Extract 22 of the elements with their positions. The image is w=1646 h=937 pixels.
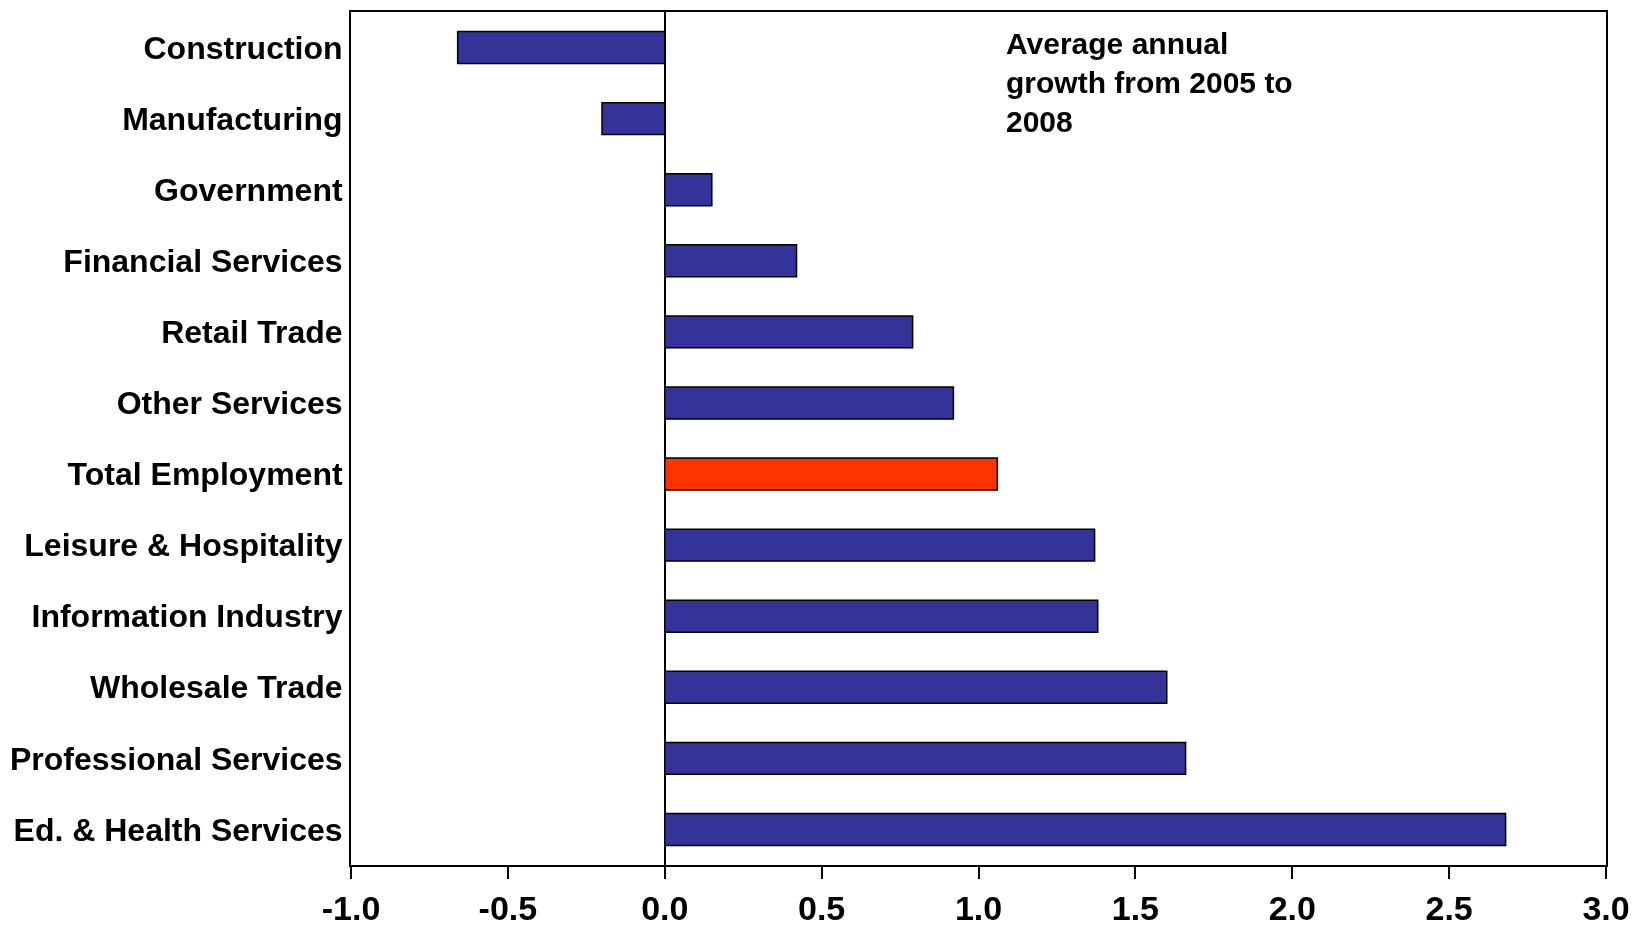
x-tick-label: 1.5 [1111,888,1160,927]
y-tick-label: Total Employment [67,456,343,493]
x-tick-label: 0.5 [798,888,846,927]
x-tick-label: 0.0 [641,888,689,927]
y-tick-label: Information Industry [31,598,343,635]
y-tick-label: Professional Services [9,740,343,777]
x-tick-label: 2.5 [1425,888,1473,927]
x-tick-label: -1.0 [321,888,381,927]
x-tick-label: 3.0 [1582,888,1630,927]
y-tick-label: Wholesale Trade [90,669,343,706]
y-tick-label: Retail Trade [161,314,343,351]
x-tick-label: 1.0 [954,888,1003,927]
y-tick-label: Financial Services [63,242,343,279]
y-tick-label: Manufacturing [122,100,343,137]
y-tick-label: Construction [143,29,343,66]
x-tick-label: -0.5 [478,888,538,927]
x-tick-label: 2.0 [1268,888,1316,927]
y-tick-label: Leisure & Hospitality [24,527,343,564]
y-tick-label: Other Services [116,385,343,422]
y-tick-label: Ed. & Health Services [13,811,343,848]
annotation: Average annual growth from 2005 to 2008 [1006,27,1293,138]
y-tick-label: Government [154,171,343,208]
